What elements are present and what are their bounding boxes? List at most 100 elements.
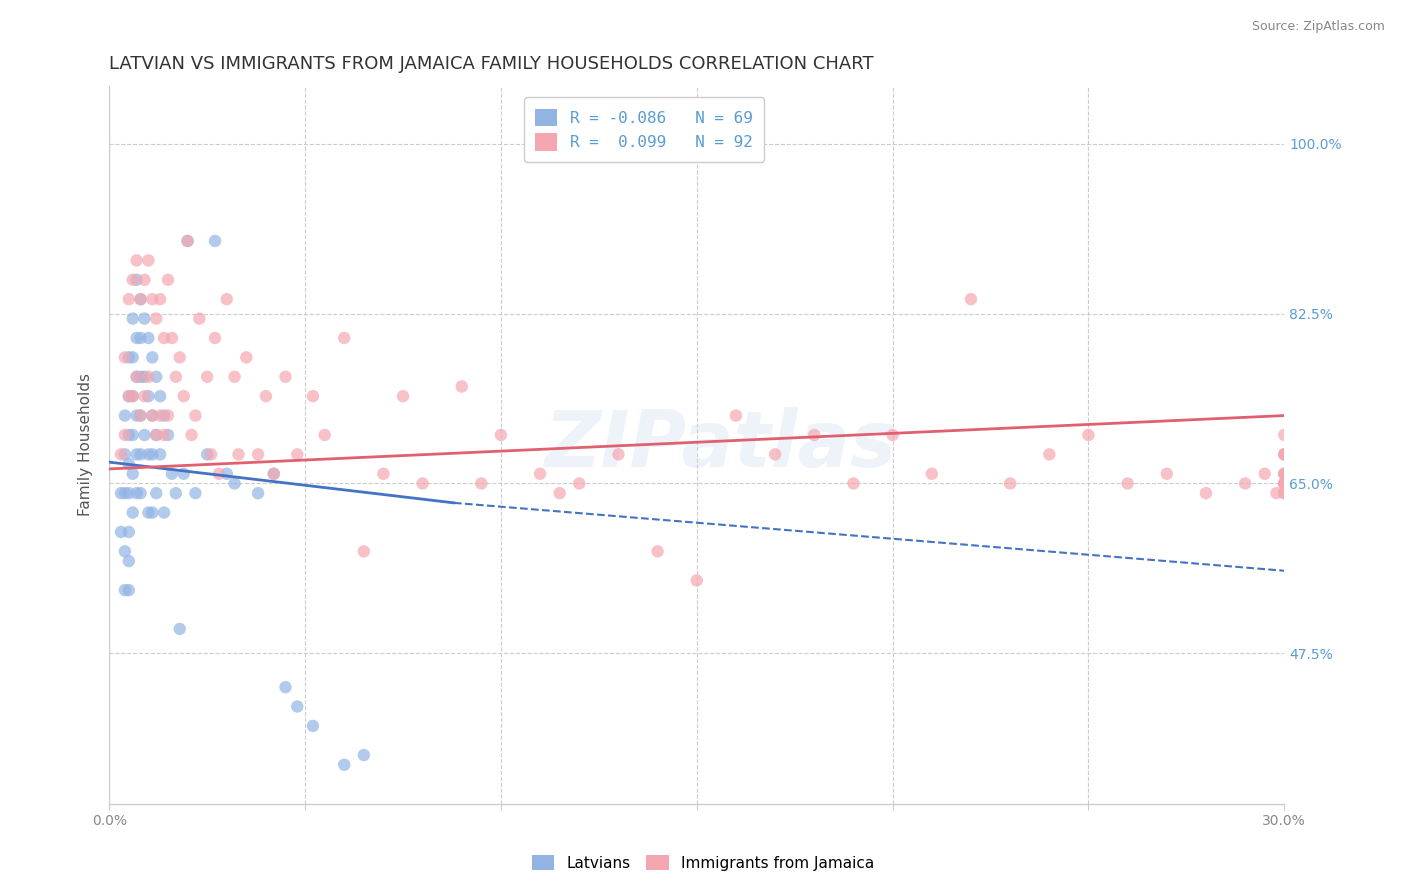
Point — [129, 447, 152, 461]
Point — [568, 476, 591, 491]
Point — [145, 311, 167, 326]
Point — [921, 467, 943, 481]
Point — [114, 583, 136, 598]
Point — [1195, 486, 1218, 500]
Point — [1254, 467, 1277, 481]
Point — [121, 467, 143, 481]
Point — [285, 447, 308, 461]
Point — [724, 409, 747, 423]
Point — [960, 292, 983, 306]
Point — [141, 409, 163, 423]
Point — [188, 311, 211, 326]
Point — [118, 389, 141, 403]
Point — [114, 486, 136, 500]
Point — [114, 544, 136, 558]
Point — [215, 292, 238, 306]
Point — [274, 680, 297, 694]
Point — [134, 389, 156, 403]
Point — [121, 351, 143, 365]
Point — [149, 409, 172, 423]
Point — [204, 234, 226, 248]
Point — [121, 428, 143, 442]
Point — [247, 486, 270, 500]
Point — [274, 369, 297, 384]
Point — [138, 369, 160, 384]
Point — [125, 447, 148, 461]
Point — [302, 719, 325, 733]
Point — [224, 476, 246, 491]
Point — [141, 351, 163, 365]
Point — [647, 544, 669, 558]
Legend: R = -0.086   N = 69, R =  0.099   N = 92: R = -0.086 N = 69, R = 0.099 N = 92 — [523, 97, 763, 161]
Point — [842, 476, 865, 491]
Point — [1234, 476, 1257, 491]
Point — [470, 476, 492, 491]
Point — [129, 409, 152, 423]
Point — [156, 409, 179, 423]
Point — [285, 699, 308, 714]
Point — [353, 747, 375, 762]
Point — [114, 428, 136, 442]
Point — [134, 311, 156, 326]
Point — [1265, 486, 1288, 500]
Point — [149, 292, 172, 306]
Point — [412, 476, 434, 491]
Point — [145, 428, 167, 442]
Point — [118, 524, 141, 539]
Point — [302, 389, 325, 403]
Point — [110, 447, 132, 461]
Point — [138, 331, 160, 345]
Point — [125, 331, 148, 345]
Point — [228, 447, 250, 461]
Point — [118, 428, 141, 442]
Point — [134, 369, 156, 384]
Point — [121, 273, 143, 287]
Point — [1272, 447, 1295, 461]
Point — [333, 331, 356, 345]
Point — [1272, 476, 1295, 491]
Point — [138, 389, 160, 403]
Point — [153, 506, 176, 520]
Point — [121, 506, 143, 520]
Point — [173, 389, 195, 403]
Point — [882, 428, 904, 442]
Point — [1272, 476, 1295, 491]
Point — [1077, 428, 1099, 442]
Point — [1272, 447, 1295, 461]
Point — [1038, 447, 1060, 461]
Point — [149, 447, 172, 461]
Point — [118, 351, 141, 365]
Text: LATVIAN VS IMMIGRANTS FROM JAMAICA FAMILY HOUSEHOLDS CORRELATION CHART: LATVIAN VS IMMIGRANTS FROM JAMAICA FAMIL… — [110, 55, 875, 73]
Point — [134, 273, 156, 287]
Point — [153, 331, 176, 345]
Point — [1272, 428, 1295, 442]
Point — [176, 234, 198, 248]
Point — [314, 428, 336, 442]
Point — [1272, 486, 1295, 500]
Point — [138, 253, 160, 268]
Point — [224, 369, 246, 384]
Point — [180, 428, 202, 442]
Point — [450, 379, 472, 393]
Point — [353, 544, 375, 558]
Legend: Latvians, Immigrants from Jamaica: Latvians, Immigrants from Jamaica — [523, 846, 883, 880]
Point — [1272, 476, 1295, 491]
Point — [118, 486, 141, 500]
Point — [125, 369, 148, 384]
Y-axis label: Family Households: Family Households — [79, 373, 93, 516]
Point — [489, 428, 512, 442]
Point — [118, 583, 141, 598]
Point — [204, 331, 226, 345]
Point — [121, 311, 143, 326]
Point — [184, 486, 207, 500]
Point — [160, 467, 183, 481]
Point — [129, 331, 152, 345]
Point — [263, 467, 285, 481]
Point — [153, 428, 176, 442]
Point — [114, 351, 136, 365]
Point — [548, 486, 571, 500]
Point — [176, 234, 198, 248]
Point — [1272, 467, 1295, 481]
Point — [763, 447, 786, 461]
Point — [129, 292, 152, 306]
